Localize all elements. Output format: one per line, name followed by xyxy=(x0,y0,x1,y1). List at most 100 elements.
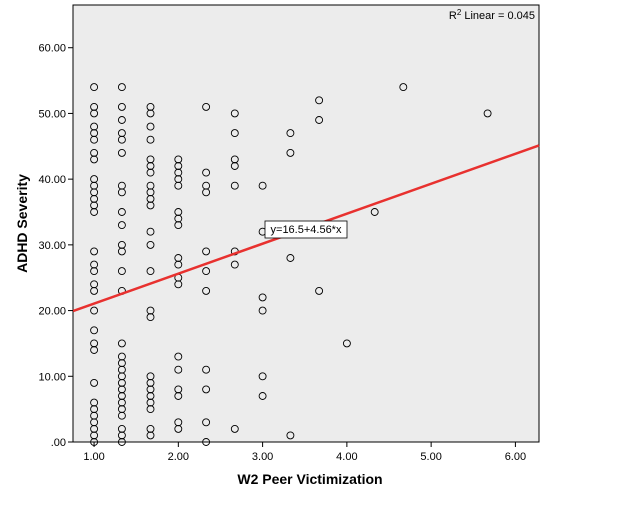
data-point xyxy=(202,267,211,276)
data-point xyxy=(90,194,99,203)
data-point xyxy=(483,109,492,118)
data-point xyxy=(174,221,183,230)
data-point xyxy=(90,102,99,111)
data-point xyxy=(286,148,295,157)
data-point xyxy=(90,122,99,131)
data-point xyxy=(90,306,99,315)
data-point xyxy=(117,339,126,348)
data-point xyxy=(117,398,126,407)
y-tick-label: 20.00 xyxy=(38,306,66,318)
data-point xyxy=(174,168,183,177)
data-point xyxy=(90,109,99,118)
data-point xyxy=(90,135,99,144)
data-point xyxy=(146,194,155,203)
data-point xyxy=(174,280,183,289)
data-point xyxy=(258,372,267,381)
data-point xyxy=(90,83,99,92)
data-point xyxy=(174,392,183,400)
data-point xyxy=(370,208,379,216)
data-point xyxy=(174,181,183,190)
x-tick-label: 4.00 xyxy=(336,451,357,463)
r2-label: R2 Linear = 0.045 xyxy=(449,8,535,22)
x-tick-label: 2.00 xyxy=(168,451,189,463)
data-point xyxy=(202,418,211,427)
data-point xyxy=(90,148,99,157)
y-axis-label: ADHD Severity xyxy=(14,174,30,273)
data-point xyxy=(399,83,408,92)
data-point xyxy=(146,306,155,315)
data-point xyxy=(286,129,295,138)
data-point xyxy=(117,352,126,361)
data-point xyxy=(146,398,155,407)
y-tick-label: 60.00 xyxy=(38,43,66,55)
data-point xyxy=(90,155,99,164)
data-point xyxy=(230,260,239,269)
points-layer xyxy=(90,83,492,446)
data-point xyxy=(90,378,99,387)
x-tick-label: 6.00 xyxy=(505,451,526,463)
data-point xyxy=(146,378,155,387)
data-point xyxy=(174,214,183,223)
data-point xyxy=(258,181,267,190)
y-tick-label: 10.00 xyxy=(38,371,66,383)
data-point xyxy=(90,286,99,295)
data-point xyxy=(315,286,324,295)
data-point xyxy=(146,240,155,249)
data-point xyxy=(146,109,155,118)
data-point xyxy=(117,208,126,216)
data-point xyxy=(146,227,155,236)
data-point xyxy=(258,392,267,400)
y-tick-label: 50.00 xyxy=(38,108,66,120)
data-point xyxy=(342,339,351,348)
data-point xyxy=(146,135,155,144)
data-point xyxy=(117,148,126,157)
data-point xyxy=(230,424,239,433)
data-point xyxy=(202,438,211,446)
data-point xyxy=(146,424,155,433)
data-point xyxy=(202,286,211,295)
data-point xyxy=(90,398,99,407)
data-point xyxy=(90,247,99,256)
data-point xyxy=(90,208,99,216)
data-point xyxy=(146,201,155,210)
data-point xyxy=(286,254,295,262)
fit-equation-label: y=16.5+4.56*x xyxy=(271,224,342,236)
data-point xyxy=(117,247,126,256)
data-point xyxy=(90,260,99,269)
data-point xyxy=(146,405,155,414)
data-point xyxy=(117,116,126,124)
data-point xyxy=(258,306,267,315)
y-tick-label: 30.00 xyxy=(38,240,66,252)
x-tick-label: 5.00 xyxy=(420,451,441,463)
data-point xyxy=(146,168,155,177)
data-point xyxy=(230,181,239,190)
r2-label-suffix: Linear = 0.045 xyxy=(461,10,535,22)
data-point xyxy=(117,267,126,276)
data-point xyxy=(117,83,126,92)
x-axis-label: W2 Peer Victimization xyxy=(237,471,382,487)
data-point xyxy=(117,221,126,230)
data-point xyxy=(117,240,126,249)
data-point xyxy=(90,346,99,354)
data-point xyxy=(146,267,155,276)
data-point xyxy=(146,102,155,111)
y-tick-label: 40.00 xyxy=(38,174,66,186)
x-tick-label: 3.00 xyxy=(252,451,273,463)
data-point xyxy=(315,96,324,105)
data-point xyxy=(202,102,211,111)
axes-layer: 1.00 2.00 3.00 4.00 5.00 6.00 .00 10.00 20.00 30.… xyxy=(38,43,526,463)
fit-equation-box xyxy=(264,220,348,239)
data-point xyxy=(146,313,155,322)
data-point xyxy=(315,116,324,124)
data-point xyxy=(90,326,99,335)
data-point xyxy=(230,162,239,170)
data-point xyxy=(174,424,183,433)
data-point xyxy=(146,122,155,131)
data-point xyxy=(258,293,267,302)
data-point xyxy=(117,378,126,387)
data-point xyxy=(230,129,239,138)
data-point xyxy=(174,260,183,269)
data-point xyxy=(90,267,99,276)
